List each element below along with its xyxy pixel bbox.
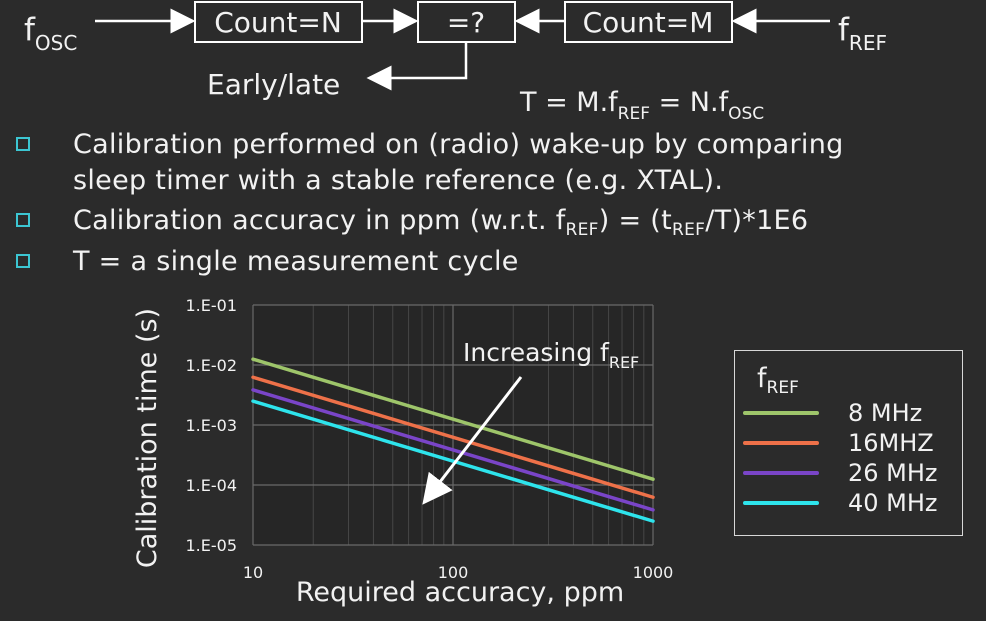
count-m-label: Count=M [583, 6, 714, 39]
series-line-40mhz [251, 399, 655, 523]
x-axis-label: Required accuracy, ppm [296, 577, 624, 608]
block-diagram: fOSC Count=N =? Count=M fREF Early/late … [24, 1, 887, 124]
legend-swatch-40mhz [743, 501, 819, 505]
equation: T = M.fREF = N.fOSC [519, 87, 764, 124]
x-tick-label: 10 [243, 563, 263, 582]
plot-area [253, 305, 653, 545]
bullet-marker-3 [16, 254, 30, 268]
y-tick-label: 1.E-01 [185, 296, 237, 315]
y-tick-labels: 1.E-01 1.E-02 1.E-03 1.E-04 1.E-05 [185, 296, 237, 555]
legend-swatch-16mhz [743, 441, 819, 445]
y-tick-label: 1.E-03 [185, 416, 237, 435]
annotation-label: Increasing fREF [463, 338, 639, 372]
legend-label-16mhz: 16MHZ [848, 429, 934, 457]
legend-label-8mhz: 8 MHz [848, 399, 923, 427]
y-axis-label: Calibration time (s) [132, 308, 163, 568]
bullet-3-text: T = a single measurement cycle [73, 246, 519, 277]
series-lines [251, 357, 655, 523]
bullet-2-text: Calibration accuracy in ppm (w.r.t. fREF… [73, 205, 809, 240]
early-late-label: Early/late [207, 68, 340, 101]
x-tick-labels: 10 100 1000 [243, 563, 674, 582]
bullet-1-line-1: Calibration performed on (radio) wake-up… [73, 129, 844, 160]
arrow-compare-to-early-late [366, 42, 468, 91]
legend-item-8mhz: 8 MHz [743, 398, 953, 428]
legend-item-16mhz: 16MHZ [743, 428, 953, 458]
grid [252, 304, 654, 546]
legend-title: fREF [757, 363, 799, 398]
legend-item-26mhz: 26 MHz [743, 458, 953, 488]
compare-label: =? [447, 6, 485, 39]
bullet-marker-2 [16, 213, 30, 227]
bullet-1-line-2: sleep timer with a stable reference (e.g… [73, 165, 724, 196]
f-osc-label: fOSC [24, 12, 77, 55]
count-n-label: Count=N [214, 6, 342, 39]
y-tick-label: 1.E-05 [185, 536, 237, 555]
legend-label-26mhz: 26 MHz [848, 459, 938, 487]
series-line-26mhz [251, 388, 655, 512]
legend-swatch-8mhz [743, 411, 819, 415]
legend-item-40mhz: 40 MHz [743, 488, 953, 518]
f-ref-label: fREF [838, 12, 887, 55]
annotation-arrow [422, 376, 523, 505]
x-tick-label: 1000 [633, 563, 674, 582]
legend-label-40mhz: 40 MHz [848, 489, 938, 517]
y-tick-label: 1.E-02 [185, 356, 237, 375]
series-line-8mhz [251, 357, 655, 481]
legend: fREF 8 MHz 16MHZ 26 MHz 40 MHz [734, 350, 963, 536]
bullet-marker-1 [16, 137, 30, 151]
series-line-16mhz [251, 375, 655, 499]
y-tick-label: 1.E-04 [185, 476, 237, 495]
x-tick-label: 100 [438, 563, 469, 582]
legend-swatch-26mhz [743, 471, 819, 475]
